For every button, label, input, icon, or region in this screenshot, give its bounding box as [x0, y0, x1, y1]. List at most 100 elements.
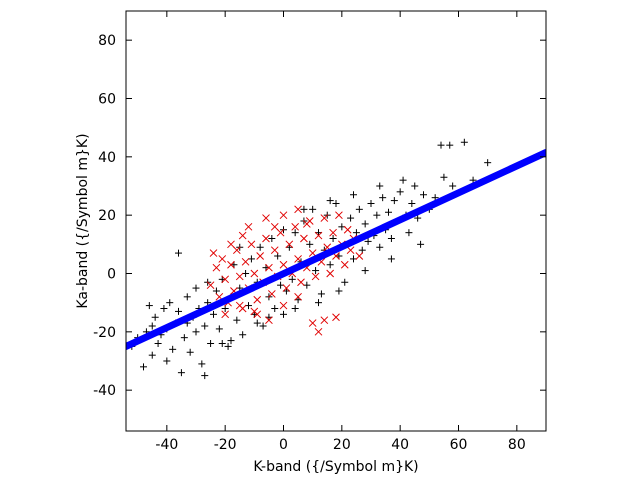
x-tick-label: 60	[450, 437, 468, 453]
black-plus-point-121	[315, 299, 322, 307]
red-cross-point-55	[294, 292, 302, 301]
red-cross-point-53	[265, 316, 273, 325]
black-plus-point-46	[256, 243, 264, 251]
marker-stroke	[247, 240, 256, 249]
axis-ticks: -40 -20 0 20 40 60 80 -40 -20 0 20 40 60 80	[93, 11, 546, 453]
black-plus-point-125	[361, 267, 369, 275]
marker-stroke	[300, 234, 308, 243]
red-cross-point-63	[262, 214, 270, 222]
black-plus-point-98	[411, 182, 419, 190]
black-plus-point-75	[341, 278, 349, 286]
marker-stroke	[294, 292, 302, 301]
red-cross-point-23	[276, 228, 285, 237]
marker-stroke	[355, 252, 364, 260]
black-plus-point-119	[291, 305, 299, 312]
black-plus-point-126	[376, 182, 384, 190]
black-plus-point-103	[437, 141, 445, 149]
black-plus-point-22	[192, 284, 200, 292]
marker-stroke	[332, 313, 340, 322]
red-cross-point-45	[340, 260, 349, 269]
marker-stroke	[206, 281, 215, 290]
black-plus-point-120	[300, 205, 308, 213]
y-tick-label: 40	[98, 150, 116, 166]
black-plus-point-110	[145, 302, 153, 310]
marker-stroke	[262, 214, 270, 222]
marker-stroke	[302, 220, 311, 228]
red-cross-point-20	[267, 290, 276, 298]
marker-stroke	[265, 263, 273, 272]
black-plus-point-30	[210, 310, 217, 318]
black-plus-point-107	[460, 138, 468, 146]
y-tick-label: -20	[93, 325, 116, 341]
black-plus-point-25	[198, 360, 206, 368]
red-cross-point-3	[218, 255, 227, 263]
x-tick-label: -20	[214, 437, 237, 453]
black-plus-point-64	[309, 205, 317, 213]
marker-stroke	[250, 269, 259, 278]
x-tick-label: 80	[508, 437, 526, 453]
marker-stroke	[279, 301, 288, 310]
marker-stroke	[221, 275, 230, 284]
black-plus-point-5	[148, 351, 156, 359]
black-plus-point-12	[166, 299, 174, 307]
marker-stroke	[212, 263, 221, 272]
black-plus-point-32	[215, 325, 223, 333]
red-cross-point-19	[265, 263, 273, 272]
black-plus-point-90	[385, 208, 392, 216]
black-plus-point-35	[224, 342, 232, 350]
red-cross-point-8	[232, 246, 241, 255]
marker-stroke	[317, 257, 326, 266]
black-plus-point-84	[367, 200, 375, 207]
red-cross-point-13	[247, 240, 256, 249]
black-plus-point-122	[326, 197, 334, 205]
black-plus-point-15	[175, 249, 182, 257]
marker-stroke	[320, 316, 329, 325]
black-plus-point-97	[408, 200, 416, 207]
black-plus-point-65	[312, 267, 320, 275]
red-cross-point-57	[314, 327, 323, 336]
red-cross-point-51	[235, 301, 244, 310]
marker-stroke	[227, 240, 235, 249]
red-cross-point-61	[227, 240, 235, 249]
x-axis-title: K-band ({/Symbol m}K)	[253, 459, 418, 475]
black-plus-point-13	[169, 345, 177, 353]
red-cross-point-30	[297, 278, 305, 287]
red-cross-point-60	[209, 249, 218, 257]
marker-stroke	[282, 284, 291, 292]
red-cross-point-46	[343, 225, 352, 234]
marker-stroke	[320, 214, 329, 222]
marker-stroke	[241, 257, 250, 266]
marker-stroke	[235, 301, 244, 310]
red-cross-point-40	[326, 269, 335, 278]
black-plus-point-9	[160, 305, 168, 312]
black-plus-point-58	[291, 229, 299, 237]
marker-stroke	[285, 240, 294, 249]
marker-stroke	[238, 231, 247, 240]
black-plus-point-17	[177, 369, 185, 377]
black-plus-point-67	[317, 290, 325, 298]
red-cross-point-0	[206, 281, 215, 290]
red-cross-point-16	[256, 252, 265, 260]
marker-stroke	[340, 260, 349, 269]
marker-stroke	[343, 225, 352, 234]
marker-stroke	[308, 319, 317, 327]
marker-stroke	[314, 327, 323, 336]
black-plus-point-51	[271, 305, 279, 312]
black-plus-point-16	[175, 307, 182, 315]
marker-stroke	[262, 234, 270, 243]
marker-stroke	[276, 228, 285, 237]
red-cross-point-56	[308, 319, 317, 327]
black-plus-point-4	[148, 322, 156, 330]
red-cross-point-69	[238, 231, 247, 240]
red-cross-point-4	[221, 275, 230, 284]
marker-stroke	[279, 211, 288, 220]
red-cross-point-36	[314, 231, 323, 240]
red-cross-point-28	[291, 222, 300, 231]
marker-stroke	[335, 211, 343, 220]
black-plus-point-86	[373, 211, 381, 219]
red-cross-point-31	[300, 234, 308, 243]
black-plus-point-94	[396, 188, 404, 196]
black-plus-point-106	[449, 182, 457, 190]
black-plus-point-70	[326, 261, 334, 269]
